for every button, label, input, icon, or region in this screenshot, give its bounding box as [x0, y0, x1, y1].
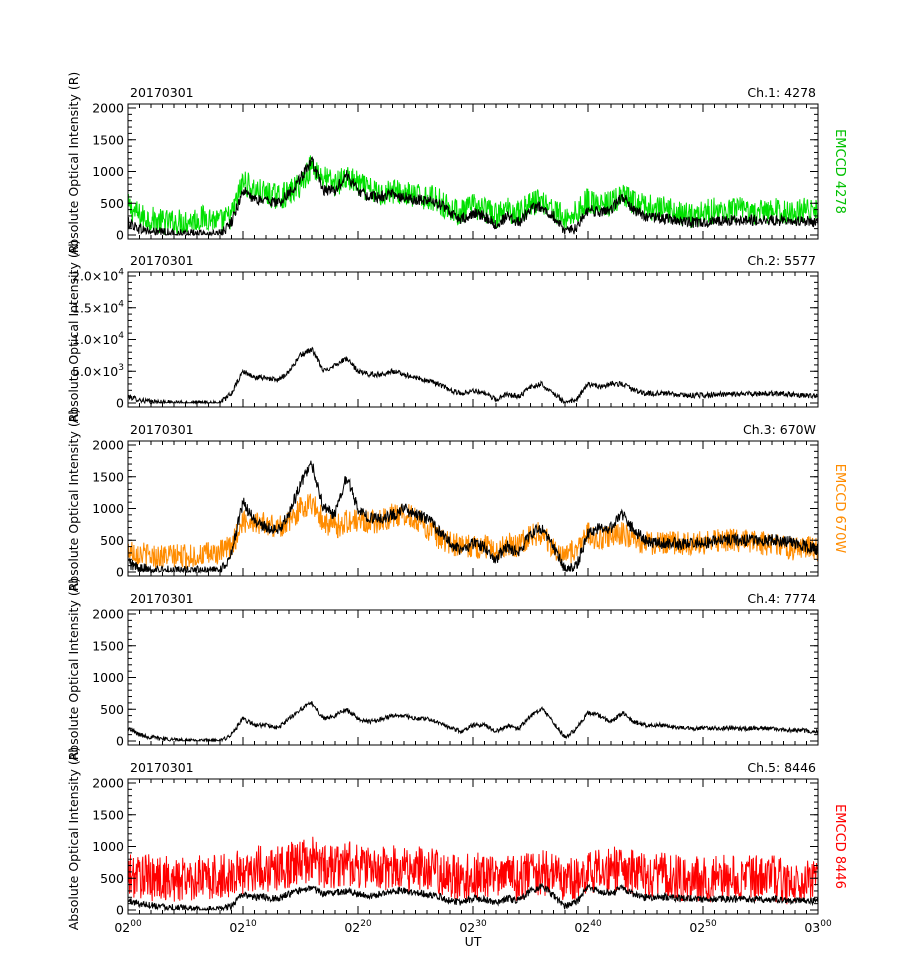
- y-tick-label: 2000: [92, 776, 124, 791]
- panel-right-label: EMCCD 4278: [832, 129, 847, 214]
- y-tick-exponent: 4: [118, 299, 124, 309]
- plot-frame: [127, 271, 819, 408]
- y-tick-label: 0: [116, 734, 124, 749]
- panel-channel: Ch.5: 8446: [747, 760, 816, 775]
- y-tick-label: 2000: [92, 101, 124, 116]
- x-tick-label-minutes: 20: [360, 919, 372, 929]
- y-tick-label: 1000: [92, 501, 124, 516]
- x-tick-label-minutes: 10: [245, 919, 257, 929]
- y-tick-label: 0: [116, 396, 124, 411]
- y-tick-label: 500: [100, 533, 124, 548]
- series-line-1: [128, 701, 818, 743]
- y-axis-label: Absolute Optical Intensity (R): [66, 578, 81, 762]
- chart-panel-2: 0 5.0×103 1.0×104 1.5×104 2.0×104 20170301 Ch.…: [66, 240, 819, 424]
- panel-date: 20170301: [130, 253, 194, 268]
- y-tick-label: 0: [116, 565, 124, 580]
- x-tick-label: 0220: [344, 919, 372, 935]
- panel-channel: Ch.2: 5577: [747, 253, 816, 268]
- y-tick-label: 1500: [92, 807, 124, 822]
- y-tick-label: 2000: [92, 607, 124, 622]
- y-axis-label: Absolute Optical Intensity (R): [66, 240, 81, 424]
- panel-right-label: EMCCD 8446: [832, 804, 847, 889]
- y-tick-label: 500: [100, 196, 124, 211]
- panel-channel: Ch.4: 7774: [747, 591, 816, 606]
- panel-date: 20170301: [130, 422, 194, 437]
- y-axis-label: Absolute Optical Intensity (R): [66, 72, 81, 256]
- y-tick-exponent: 3: [118, 363, 124, 373]
- x-tick-label-minutes: 00: [820, 919, 832, 929]
- x-tick-label: 0200: [114, 919, 142, 935]
- y-tick-label: 1000: [92, 670, 124, 685]
- panel-channel: Ch.1: 4278: [747, 85, 816, 100]
- y-tick-label: 5.0×103: [72, 363, 124, 379]
- chart-panel-4: 0 500 1000 1500 2000 20170301 Ch.4: 7774 Absolu…: [66, 578, 819, 762]
- x-tick-label: 0250: [689, 919, 717, 935]
- y-tick-label: 0: [116, 228, 124, 243]
- y-tick-exponent: 4: [118, 268, 124, 278]
- x-tick-label: 0210: [229, 919, 257, 935]
- x-tick-label: 0240: [574, 919, 602, 935]
- y-tick-label: 2000: [92, 438, 124, 453]
- x-tick-label-minutes: 40: [590, 919, 602, 929]
- y-axis-label: Absolute Optical Intensity (R): [66, 409, 81, 593]
- x-tick-label-minutes: 30: [475, 919, 487, 929]
- panel-date: 20170301: [130, 591, 194, 606]
- x-axis-label: UT: [465, 934, 482, 949]
- y-tick-label: 1000: [92, 839, 124, 854]
- y-tick-exponent: 4: [118, 331, 124, 341]
- panel-channel: Ch.3: 670W: [743, 422, 816, 437]
- y-tick-label: 500: [100, 871, 124, 886]
- y-tick-label: 0: [116, 903, 124, 918]
- series-line-1: [128, 155, 818, 235]
- plot-frame: [127, 778, 819, 915]
- series-line-1: [128, 493, 818, 570]
- y-tick-label: 1000: [92, 164, 124, 179]
- plot-frame: [127, 440, 819, 577]
- chart-panel-1: 0 500 1000 1500 2000 20170301 Ch.1: 4278 EMCCD …: [66, 72, 847, 256]
- y-tick-label: 1500: [92, 469, 124, 484]
- x-tick-label-minutes: 50: [705, 919, 717, 929]
- series-line-1: [128, 346, 818, 405]
- series-line-2: [128, 460, 818, 574]
- series-line-2: [128, 883, 818, 912]
- panel-date: 20170301: [130, 760, 194, 775]
- y-axis-label: Absolute Optical Intensity (R): [66, 747, 81, 931]
- y-tick-label: 2.0×104: [72, 268, 124, 284]
- panel-right-label: EMCCD 670W: [832, 464, 847, 554]
- chart-panel-3: 0 500 1000 1500 2000 20170301 Ch.3: 670W EMCCD …: [66, 409, 847, 593]
- y-tick-label: 500: [100, 702, 124, 717]
- x-tick-label: 0300: [804, 919, 832, 935]
- series-line-1: [128, 836, 818, 905]
- y-tick-label: 1.5×104: [72, 299, 124, 315]
- series-line-2: [128, 155, 818, 237]
- x-tick-label-minutes: 00: [130, 919, 142, 929]
- panel-date: 20170301: [130, 85, 194, 100]
- y-tick-label: 1500: [92, 132, 124, 147]
- y-tick-label: 1500: [92, 638, 124, 653]
- y-tick-label: 1.0×104: [72, 331, 124, 347]
- x-tick-label: 0230: [459, 919, 487, 935]
